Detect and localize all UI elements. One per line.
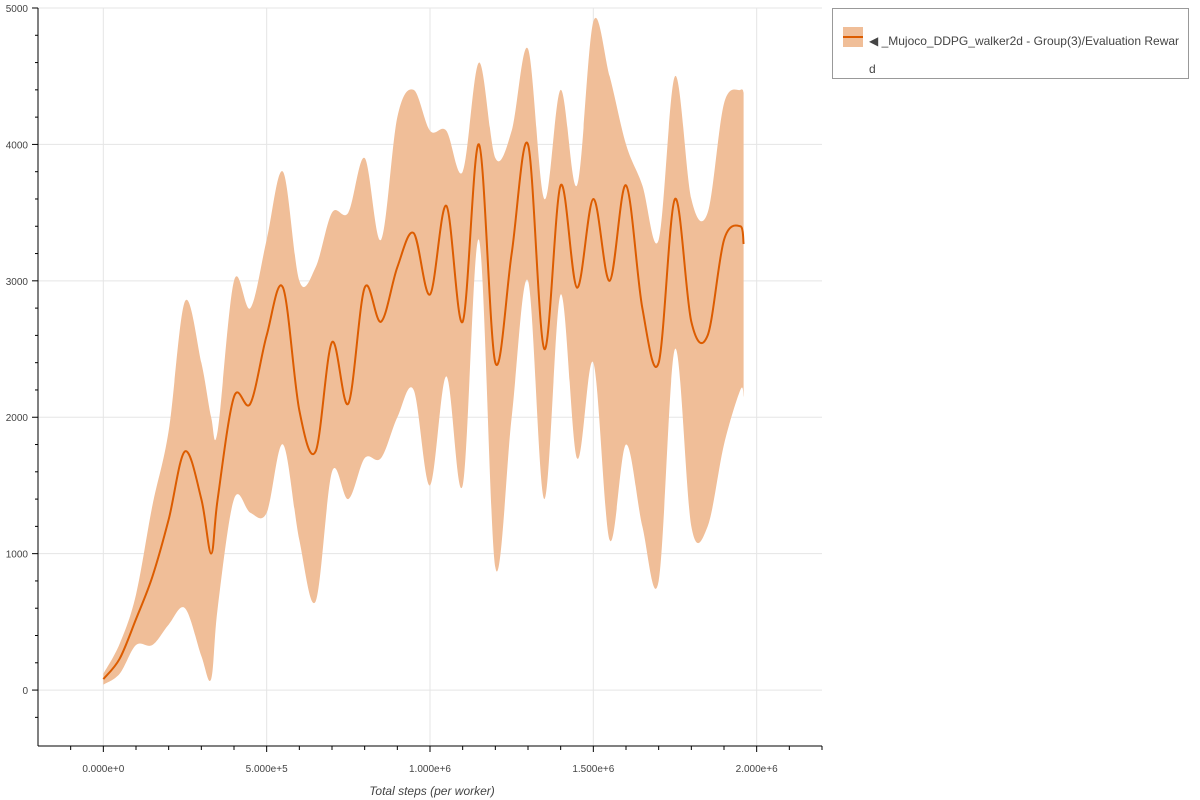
legend[interactable]: ◀ _Mujoco_DDPG_walker2d - Group(3)/Evalu… bbox=[832, 8, 1189, 79]
legend-label: ◀ _Mujoco_DDPG_walker2d - Group(3)/Evalu… bbox=[869, 34, 1180, 76]
axes: 0.000e+0 5.000e+5 1.000e+6 1.500e+6 2.000e+6… bbox=[6, 4, 823, 775]
y-tick-label: 2000 bbox=[6, 413, 29, 424]
x-tick-label: 0.000e+0 bbox=[82, 764, 124, 775]
y-tick-label: 5000 bbox=[6, 4, 29, 15]
legend-line-swatch bbox=[843, 36, 863, 38]
x-tick-label: 1.500e+6 bbox=[572, 764, 614, 775]
x-tick-label: 2.000e+6 bbox=[736, 764, 778, 775]
x-tick-label: 1.000e+6 bbox=[409, 764, 451, 775]
y-tick-label: 3000 bbox=[6, 277, 29, 288]
mean-line bbox=[102, 141, 745, 680]
x-tick-label: 5.000e+5 bbox=[246, 764, 288, 775]
std-band bbox=[103, 17, 744, 685]
y-tick-label: 1000 bbox=[6, 550, 29, 561]
x-axis-title: Total steps (per worker) bbox=[369, 784, 495, 798]
y-tick-label: 0 bbox=[22, 686, 28, 697]
y-tick-label: 4000 bbox=[6, 140, 29, 151]
